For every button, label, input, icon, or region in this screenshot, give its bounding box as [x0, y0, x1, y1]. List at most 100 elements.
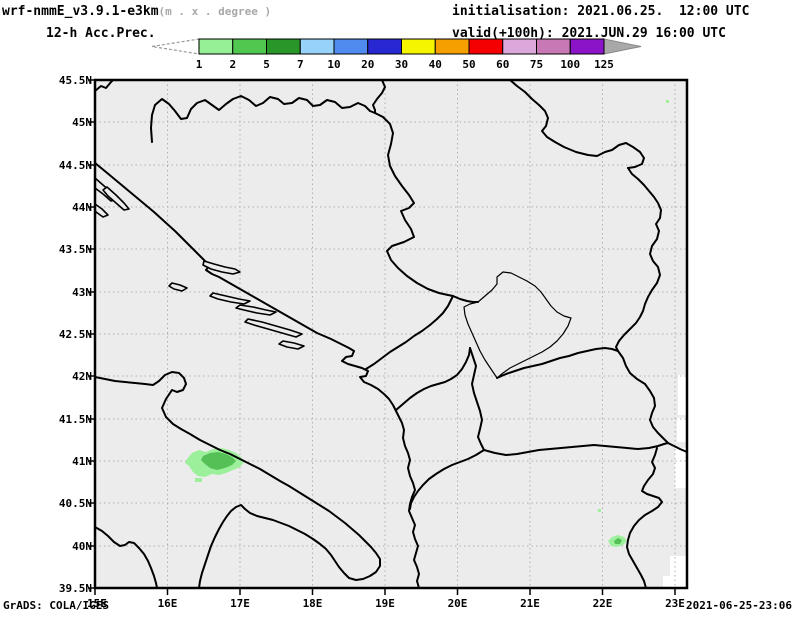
lon-label: 19E — [375, 597, 395, 610]
peljesac-peninsula — [244, 318, 303, 338]
legend-value-labels: 1 2 5 7 10 20 30 40 50 60 75 100 125 — [196, 58, 614, 71]
model-title-line: wrf-nmmE_v3.9.1-e3km(m . x . degree ) — [2, 4, 271, 19]
valid-line: valid(+100h): 2021.JUN.29 16:00 UTC — [452, 26, 726, 41]
border-albania-greece — [409, 449, 485, 510]
lon-label: 22E — [593, 597, 613, 610]
lat-label: 44N — [72, 201, 92, 214]
legend-value: 7 — [297, 58, 304, 71]
axis-ticks — [88, 79, 676, 595]
lat-label: 43N — [72, 286, 92, 299]
border-albania-macedonia — [469, 347, 485, 451]
lat-label: 39.5N — [59, 582, 92, 595]
legend-value: 30 — [395, 58, 408, 71]
coastlines — [94, 79, 663, 589]
legend-arrow-right — [603, 38, 642, 55]
grads-credit: GrADS: COLA/IGES — [3, 599, 109, 612]
legend-seg-4 — [299, 38, 335, 55]
legend-seg-3 — [266, 38, 301, 55]
legend-value: 1 — [196, 58, 203, 71]
creation-timestamp: 2021-06-25-23:06 — [686, 599, 792, 612]
lon-label: 20E — [448, 597, 468, 610]
domain-edge-white-patches — [663, 375, 687, 587]
border-danube-serbia-romania — [509, 79, 645, 169]
legend-seg-10 — [502, 38, 537, 55]
legend-seg-9 — [468, 38, 504, 55]
legend-color-segments — [198, 38, 605, 55]
coast-greece-thermaic — [626, 447, 663, 589]
lat-axis-labels: 45.5N 45N 44.5N 44N 43.5N 43N 42.5N 42N … — [59, 74, 92, 595]
island-vis — [168, 282, 188, 292]
legend-seg-11 — [536, 38, 571, 55]
lat-label: 40N — [72, 540, 92, 553]
legend-value: 5 — [263, 58, 270, 71]
island-korcula — [235, 304, 277, 316]
legend-seg-7 — [401, 38, 436, 55]
legend-seg-2 — [232, 38, 267, 55]
coast-adriatic-east — [94, 162, 420, 589]
lat-label: 41N — [72, 455, 92, 468]
border-kosovo — [463, 271, 572, 379]
lon-label: 21E — [520, 597, 540, 610]
lat-label: 44.5N — [59, 159, 92, 172]
lat-label: 45N — [72, 116, 92, 129]
legend-value: 20 — [361, 58, 374, 71]
border-serbia-bulgaria — [615, 167, 662, 352]
border-bosnia-montenegro — [365, 295, 454, 370]
lat-label: 45.5N — [59, 74, 92, 87]
model-title: wrf-nmmE_v3.9.1-e3km — [2, 4, 159, 19]
country-borders — [150, 79, 688, 510]
map-background — [95, 80, 687, 588]
lat-label: 41.5N — [59, 413, 92, 426]
lat-label: 42.5N — [59, 328, 92, 341]
border-macedonia-bulgaria-greece-east — [617, 350, 688, 453]
legend-value: 40 — [429, 58, 442, 71]
legend-value: 60 — [496, 58, 509, 71]
border-serbia-kosovo-junction — [452, 295, 479, 303]
precip-legend: 1 2 5 7 10 20 30 40 50 60 75 100 125 — [151, 38, 642, 71]
precip-shading — [185, 100, 669, 547]
map-plot: 45.5N 45N 44.5N 44N 43.5N 43N 42.5N 42N … — [59, 74, 689, 610]
lat-label: 40.5N — [59, 497, 92, 510]
border-montenegro-albania — [395, 347, 471, 411]
croatian-islands — [94, 177, 305, 350]
precip-dot-s — [598, 509, 601, 512]
lon-label: 15E — [87, 597, 107, 610]
legend-seg-1 — [198, 38, 234, 55]
legend-arrow-left — [151, 38, 200, 55]
border-macedonia-greece — [483, 442, 669, 456]
initialisation-line: initialisation: 2021.06.25. 12:00 UTC — [452, 4, 750, 19]
legend-seg-8 — [434, 38, 470, 55]
lon-label: 23E — [665, 597, 685, 610]
precip-dot-ne — [666, 100, 669, 103]
model-units: (m . x . degree ) — [158, 5, 272, 18]
lon-axis-labels: 15E 16E 17E 18E 19E 20E 21E 22E 23E — [87, 597, 685, 610]
lat-label: 43.5N — [59, 243, 92, 256]
graticule-grid — [95, 80, 687, 588]
coast-italy-adriatic-heel — [94, 371, 381, 589]
lat-label: 42N — [72, 370, 92, 383]
product-title: 12-h Acc.Prec. — [46, 26, 156, 41]
border-danube-croatia-serbia — [372, 79, 386, 114]
legend-value: 75 — [530, 58, 543, 71]
border-drina-bosnia-serbia — [374, 112, 454, 297]
legend-value: 50 — [462, 58, 475, 71]
precip-blob-greece-inner — [614, 538, 622, 544]
legend-seg-12 — [569, 38, 605, 55]
precip-speck — [195, 478, 202, 482]
lon-label: 16E — [158, 597, 178, 610]
island-brac — [202, 260, 241, 275]
legend-value: 10 — [327, 58, 340, 71]
legend-value: 125 — [594, 58, 614, 71]
border-croatia-bosnia-sava — [150, 95, 376, 143]
legend-value: 100 — [560, 58, 580, 71]
island-hvar — [209, 292, 251, 305]
legend-value: 2 — [229, 58, 236, 71]
coast-italy-tyrrhenian — [94, 526, 158, 589]
border-serbia-macedonia — [496, 347, 619, 379]
coast-rijeka-fragment — [94, 79, 114, 92]
legend-seg-6 — [367, 38, 402, 55]
lon-label: 18E — [303, 597, 323, 610]
precip-blob-puglia-inner — [201, 452, 236, 470]
